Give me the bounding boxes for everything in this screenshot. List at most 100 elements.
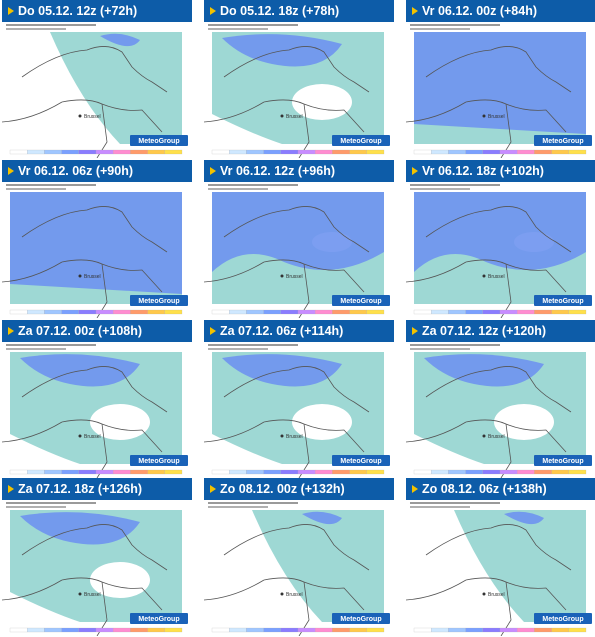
precipitation-map[interactable]: Brussel MeteoGroup [204, 22, 394, 158]
panel-header[interactable]: Vr 06.12. 06z (+90h) [2, 160, 192, 182]
forecast-panel[interactable]: Do 05.12. 12z (+72h) Brussel MeteoGroup [2, 0, 192, 158]
legend-swatch [229, 469, 247, 475]
meteogroup-logo [332, 613, 390, 624]
precip-area-light [454, 510, 586, 622]
forecast-panel[interactable]: Vr 06.12. 00z (+84h) Brussel MeteoGroup [406, 0, 595, 158]
legend-swatch [568, 309, 587, 315]
legend-swatch [413, 627, 432, 633]
forecast-panel[interactable]: Zo 08.12. 00z (+132h) Brussel MeteoGroup [204, 478, 394, 636]
city-marker [482, 592, 486, 596]
legend-swatch [315, 469, 333, 475]
precipitation-map[interactable]: Brussel MeteoGroup [406, 342, 595, 478]
precipitation-map[interactable]: Brussel MeteoGroup [406, 182, 595, 318]
legend-swatch [413, 149, 432, 155]
legend-swatch [263, 627, 281, 633]
legend-swatch [499, 309, 518, 315]
legend-swatch [27, 469, 45, 475]
legend-swatch [263, 149, 281, 155]
panel-header[interactable]: Za 07.12. 00z (+108h) [2, 320, 192, 342]
panel-header[interactable]: Do 05.12. 18z (+78h) [204, 0, 394, 22]
coastline [204, 101, 265, 123]
panel-header[interactable]: Za 07.12. 06z (+114h) [204, 320, 394, 342]
legend-swatch [164, 627, 183, 633]
map-info-line [410, 184, 500, 186]
precipitation-map[interactable]: Brussel MeteoGroup [204, 500, 394, 636]
legend-swatch [465, 469, 483, 475]
panel-title: Vr 06.12. 18z (+102h) [422, 164, 544, 178]
precipitation-map[interactable]: Brussel MeteoGroup [2, 22, 192, 158]
panel-header[interactable]: Do 05.12. 12z (+72h) [2, 0, 192, 22]
map-info-line [6, 348, 66, 350]
map-info-line [208, 348, 268, 350]
forecast-panel[interactable]: Za 07.12. 18z (+126h) Brussel MeteoGroup [2, 478, 192, 636]
precipitation-map[interactable]: Brussel MeteoGroup [204, 342, 394, 478]
forecast-panel[interactable]: Vr 06.12. 12z (+96h) Brussel MeteoGroup [204, 160, 394, 318]
forecast-panel[interactable]: Za 07.12. 00z (+108h) Brussel MeteoGroup [2, 320, 192, 478]
meteogroup-logo-text: MeteoGroup [138, 458, 179, 465]
legend-swatch [211, 469, 230, 475]
legend-swatch [499, 469, 518, 475]
panel-header[interactable]: Vr 06.12. 12z (+96h) [204, 160, 394, 182]
panel-header[interactable]: Za 07.12. 12z (+120h) [406, 320, 595, 342]
forecast-panel[interactable]: Za 07.12. 12z (+120h) Brussel MeteoGroup [406, 320, 595, 478]
city-label: Brussel [286, 434, 303, 440]
precip-area-heavy [504, 511, 544, 525]
dry-area [212, 434, 282, 464]
panel-header[interactable]: Vr 06.12. 18z (+102h) [406, 160, 595, 182]
forecast-panel[interactable]: Do 05.12. 18z (+78h) Brussel MeteoGroup [204, 0, 394, 158]
legend-swatch [551, 309, 569, 315]
meteogroup-logo-text: MeteoGroup [138, 298, 179, 305]
map-info-line [208, 28, 268, 30]
legend-swatch [315, 309, 333, 315]
legend-swatch [534, 469, 552, 475]
legend-swatch [448, 627, 466, 633]
play-arrow-icon [412, 485, 418, 494]
meteogroup-logo-text: MeteoGroup [542, 616, 583, 623]
coastline [406, 101, 467, 123]
precipitation-map[interactable]: Brussel MeteoGroup [406, 500, 595, 636]
legend-swatch [568, 627, 587, 633]
legend-swatch [431, 149, 449, 155]
legend-swatch [448, 469, 466, 475]
legend-swatch [465, 627, 483, 633]
panel-header[interactable]: Zo 08.12. 06z (+138h) [406, 478, 595, 500]
forecast-panel[interactable]: Vr 06.12. 06z (+90h) Brussel MeteoGroup [2, 160, 192, 318]
legend-swatch [280, 469, 299, 475]
legend-swatch [280, 149, 299, 155]
precipitation-map[interactable]: Brussel MeteoGroup [204, 182, 394, 318]
forecast-panel[interactable]: Za 07.12. 06z (+114h) Brussel MeteoGroup [204, 320, 394, 478]
precipitation-map[interactable]: Brussel MeteoGroup [2, 342, 192, 478]
dry-area [494, 404, 554, 440]
map-info-line [410, 24, 500, 26]
precip-area-heavy [212, 192, 384, 272]
play-arrow-icon [8, 485, 14, 494]
legend-swatch [366, 149, 385, 155]
precipitation-map[interactable]: Brussel MeteoGroup [406, 22, 595, 158]
forecast-panel[interactable]: Zo 08.12. 06z (+138h) Brussel MeteoGroup [406, 478, 595, 636]
legend-swatch [297, 469, 316, 475]
panel-header[interactable]: Za 07.12. 18z (+126h) [2, 478, 192, 500]
legend-swatch [280, 309, 299, 315]
coastline [21, 206, 168, 253]
city-marker [280, 434, 284, 438]
precipitation-map[interactable]: Brussel MeteoGroup [2, 182, 192, 318]
forecast-panel[interactable]: Vr 06.12. 18z (+102h) Brussel MeteoGroup [406, 160, 595, 318]
legend-swatch [517, 149, 535, 155]
panel-header[interactable]: Vr 06.12. 00z (+84h) [406, 0, 595, 22]
dry-area [414, 434, 484, 464]
precip-area-heavy [222, 354, 342, 387]
legend-swatch [147, 627, 165, 633]
legend-swatch [534, 309, 552, 315]
precipitation-map[interactable]: Brussel MeteoGroup [2, 500, 192, 636]
legend-swatch [332, 627, 350, 633]
legend-swatch [263, 469, 281, 475]
meteogroup-logo [130, 295, 188, 306]
legend-swatch [95, 149, 114, 155]
legend-swatch [211, 627, 230, 633]
play-arrow-icon [8, 7, 14, 16]
city-marker [280, 274, 284, 278]
panel-header[interactable]: Zo 08.12. 00z (+132h) [204, 478, 394, 500]
meteogroup-logo-text: MeteoGroup [340, 458, 381, 465]
legend-swatch [315, 149, 333, 155]
